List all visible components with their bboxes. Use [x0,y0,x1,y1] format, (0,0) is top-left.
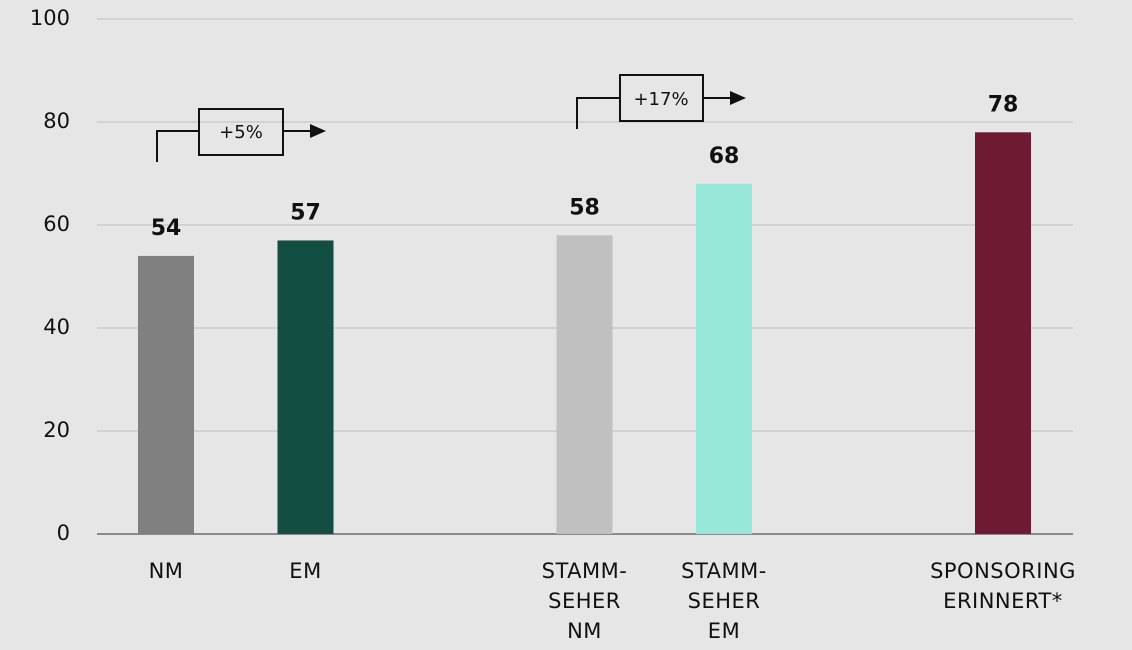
y-tick-label: 80 [43,109,70,133]
bar [556,235,613,535]
data-label: 58 [569,195,600,220]
annotation-1: +5% [156,108,326,162]
data-label: 78 [988,92,1019,117]
plot: 0 20 40 60 80 100 54 57 58 68 78 [30,6,1073,545]
y-tick-label: 60 [43,212,70,236]
y-tick-label: 100 [30,6,70,30]
annotation-text: +5% [219,122,263,143]
bar [277,240,334,534]
x-tick-label: STAMM- SEHER NM [541,559,628,643]
x-tick-label: SPONSORING ERINNERT* [930,559,1076,613]
y-tick-label: 40 [43,315,70,339]
data-label: 54 [151,216,182,241]
data-label: 57 [290,200,321,225]
bracket [156,130,199,162]
y-tick-label: 20 [43,418,70,442]
x-tick-label: NM [148,559,184,583]
data-label: 68 [709,144,740,169]
arrow-head [730,91,746,105]
annotation-text: +17% [633,89,688,110]
bar [138,255,194,534]
bar [975,132,1031,535]
x-tick-label: STAMM- SEHER EM [681,559,767,643]
y-tick-label: 0 [57,521,70,545]
x-tick-label: EM [289,559,322,583]
bracket [576,97,620,129]
bar [696,183,752,535]
arrow-head [310,124,326,138]
annotation-2: +17% [576,74,746,129]
